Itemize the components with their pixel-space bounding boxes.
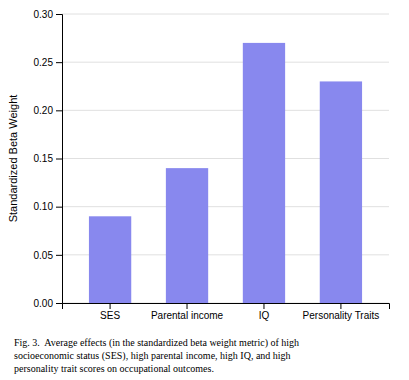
y-tick: 0.05 (34, 250, 62, 261)
y-tick-label: 0.25 (34, 57, 54, 68)
y-tick: 0.00 (34, 298, 62, 309)
y-axis: 0.00 0.05 0.10 0.15 0.20 0.25 0.30 (34, 9, 63, 309)
chart-container: 0.00 0.05 0.10 0.15 0.20 0.25 0.30 SES Parental … (0, 0, 409, 380)
bar (166, 168, 208, 303)
y-tick: 0.10 (34, 201, 62, 212)
y-tick: 0.30 (34, 9, 62, 20)
y-tick: 0.25 (34, 57, 62, 68)
x-tick-label: SES (100, 310, 120, 321)
y-tick-mark (56, 159, 62, 160)
grid (62, 14, 389, 303)
y-tick-mark (56, 110, 62, 111)
plot: 0.00 0.05 0.10 0.15 0.20 0.25 0.30 SES Parental … (34, 9, 390, 321)
y-axis-label: Standardized Beta Weight (7, 95, 19, 223)
y-tick-label: 0.20 (34, 105, 54, 116)
x-tick: SES (100, 303, 120, 321)
grid-line (62, 14, 389, 15)
x-tick-label: IQ (259, 310, 270, 321)
bars (89, 43, 362, 303)
grid-line (62, 62, 389, 63)
y-tick-label: 0.00 (34, 298, 54, 309)
y-tick-mark (56, 62, 62, 63)
x-tick-mark (340, 303, 341, 309)
x-tick-mark (110, 303, 111, 309)
y-tick-mark (56, 303, 62, 304)
bar (243, 43, 285, 303)
x-tick: IQ (259, 303, 270, 321)
x-tick-label: Parental income (151, 310, 224, 321)
x-tick-mark (187, 303, 188, 309)
x-tick-label: Personality Traits (303, 310, 380, 321)
x-tick: Parental income (151, 303, 224, 321)
caption-line: Fig. 3. Average effects (in the standard… (14, 337, 299, 349)
y-tick-mark (56, 207, 62, 208)
x-tick: Personality Traits (303, 303, 380, 321)
caption-line: personality trait scores on occupational… (14, 363, 214, 374)
caption: Fig. 3. Average effects (in the standard… (14, 337, 299, 374)
bar (89, 216, 131, 303)
y-tick-label: 0.05 (34, 250, 54, 261)
y-tick-mark (56, 14, 62, 15)
y-tick: 0.15 (34, 153, 62, 164)
y-tick: 0.20 (34, 105, 62, 116)
x-axis-line (63, 304, 390, 310)
chart: 0.00 0.05 0.10 0.15 0.20 0.25 0.30 SES Parental … (0, 0, 409, 380)
x-axis: SES Parental income IQ Personality Traits (63, 303, 390, 321)
y-tick-label: 0.15 (34, 153, 54, 164)
y-axis-line (56, 15, 63, 304)
bar (320, 81, 362, 303)
caption-line: socioeconomic status (SES), high parenta… (14, 350, 291, 362)
y-tick-mark (56, 255, 62, 256)
y-tick-label: 0.10 (34, 201, 54, 212)
x-tick-mark (263, 303, 264, 309)
y-tick-label: 0.30 (34, 9, 54, 20)
